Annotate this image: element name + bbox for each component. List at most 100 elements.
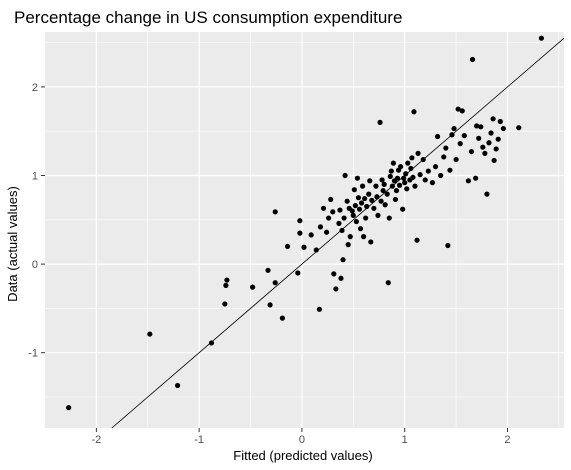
data-point bbox=[316, 306, 323, 312]
data-point bbox=[404, 186, 410, 192]
data-point bbox=[297, 218, 303, 224]
data-point bbox=[385, 280, 391, 286]
data-point bbox=[347, 234, 353, 240]
data-point bbox=[353, 218, 359, 225]
data-point bbox=[349, 208, 355, 214]
data-point bbox=[284, 243, 291, 249]
data-point bbox=[449, 132, 455, 138]
data-point bbox=[337, 207, 343, 213]
data-point bbox=[272, 280, 278, 286]
data-point bbox=[414, 237, 420, 243]
data-point bbox=[323, 229, 330, 235]
data-point bbox=[355, 195, 362, 201]
data-point bbox=[320, 205, 327, 211]
data-point bbox=[384, 191, 390, 197]
data-point bbox=[500, 125, 506, 132]
data-point bbox=[409, 155, 415, 161]
data-point bbox=[373, 183, 379, 189]
data-point bbox=[336, 220, 342, 226]
data-point bbox=[326, 215, 332, 221]
data-point bbox=[267, 302, 273, 308]
data-point bbox=[222, 301, 228, 307]
x-tick-label: -1 bbox=[194, 434, 204, 446]
data-point bbox=[366, 191, 372, 197]
data-point bbox=[392, 196, 399, 203]
data-point bbox=[491, 157, 497, 164]
x-tick-label: 2 bbox=[504, 434, 510, 446]
data-point bbox=[411, 109, 417, 115]
data-point bbox=[358, 200, 365, 206]
data-point bbox=[341, 215, 347, 221]
y-axis-title: Data (actual values) bbox=[5, 186, 20, 302]
data-point bbox=[357, 226, 364, 232]
data-point bbox=[495, 136, 501, 142]
data-point bbox=[401, 175, 407, 181]
data-point bbox=[265, 267, 271, 273]
data-point bbox=[369, 197, 375, 203]
minor-gridlines bbox=[45, 32, 564, 428]
data-point bbox=[360, 234, 367, 240]
data-point bbox=[367, 178, 373, 184]
data-point bbox=[371, 205, 377, 211]
data-point bbox=[455, 106, 461, 112]
data-point bbox=[432, 164, 439, 170]
data-point bbox=[417, 172, 423, 178]
data-point bbox=[364, 203, 370, 210]
data-point bbox=[388, 168, 394, 174]
x-axis-title: Fitted (predicted values) bbox=[233, 448, 372, 463]
data-point bbox=[328, 196, 334, 203]
data-point bbox=[350, 212, 356, 218]
data-point bbox=[457, 141, 463, 147]
data-point bbox=[379, 177, 385, 183]
data-point bbox=[342, 172, 348, 179]
data-point bbox=[224, 277, 230, 283]
data-point bbox=[317, 224, 324, 230]
data-point bbox=[397, 164, 404, 170]
data-point bbox=[331, 271, 337, 277]
data-point bbox=[438, 172, 444, 179]
data-point bbox=[468, 148, 475, 155]
data-point bbox=[469, 56, 476, 63]
y-axis-ticks: -1 0 1 2 bbox=[28, 82, 45, 360]
reference-line bbox=[111, 37, 565, 429]
y-tick-label: 2 bbox=[32, 82, 38, 94]
data-point bbox=[476, 135, 482, 141]
x-tick-label: -2 bbox=[91, 434, 101, 446]
data-point bbox=[330, 209, 336, 215]
data-points bbox=[66, 35, 544, 411]
data-point bbox=[516, 125, 522, 131]
data-point bbox=[301, 244, 307, 250]
x-tick-label: 1 bbox=[402, 434, 408, 446]
data-point bbox=[333, 286, 339, 292]
data-point bbox=[377, 119, 383, 125]
data-point bbox=[344, 198, 350, 204]
data-point bbox=[478, 124, 484, 130]
data-point bbox=[174, 382, 181, 389]
data-point bbox=[488, 130, 494, 136]
data-point bbox=[480, 144, 486, 150]
data-point bbox=[359, 183, 366, 189]
x-axis-ticks: -2 -1 0 1 2 bbox=[91, 428, 511, 446]
data-point bbox=[402, 180, 408, 186]
data-point bbox=[352, 203, 358, 209]
data-point bbox=[362, 195, 368, 202]
data-point bbox=[405, 160, 411, 166]
data-point bbox=[410, 174, 416, 180]
data-point bbox=[486, 140, 492, 146]
data-point bbox=[356, 206, 363, 212]
data-point bbox=[400, 206, 406, 212]
data-point bbox=[459, 108, 465, 114]
data-point bbox=[465, 178, 472, 184]
data-point bbox=[420, 156, 426, 163]
data-point bbox=[474, 123, 480, 129]
data-point bbox=[345, 242, 351, 248]
data-point bbox=[351, 187, 357, 193]
data-point bbox=[223, 282, 229, 288]
data-point bbox=[297, 230, 303, 236]
data-point bbox=[147, 331, 153, 337]
data-point bbox=[482, 150, 488, 156]
data-point bbox=[429, 180, 436, 186]
data-point bbox=[389, 183, 395, 189]
data-point bbox=[497, 118, 503, 125]
